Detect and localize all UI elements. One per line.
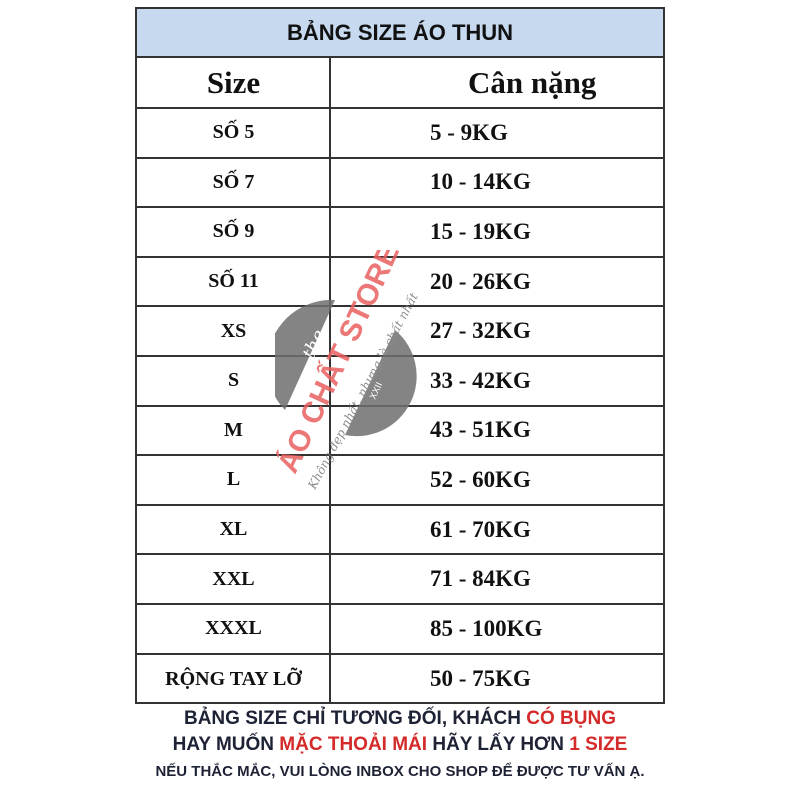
weight-cell: 27 - 32KG: [430, 318, 531, 344]
weight-cell: 50 - 75KG: [430, 666, 531, 692]
size-cell: XXXL: [205, 617, 262, 640]
table-row: XL 61 - 70KG: [137, 506, 663, 556]
weight-cell: 5 - 9KG: [430, 119, 508, 145]
column-header-weight: Cân nặng: [468, 64, 597, 100]
table-row: SỐ 5 5 - 9KG: [137, 109, 663, 159]
table-row: S 33 - 42KG: [137, 357, 663, 407]
size-cell: SỐ 7: [212, 170, 255, 193]
table-row: L 52 - 60KG: [137, 456, 663, 506]
note-highlight: 1 SIZE: [569, 734, 628, 755]
note-highlight: CÓ BỤNG: [526, 708, 617, 729]
note-text: HAY MUỐN: [172, 734, 280, 755]
weight-cell: 52 - 60KG: [430, 466, 531, 492]
table-title: BẢNG SIZE ÁO THUN: [137, 9, 663, 58]
note-line-2: HAY MUỐN MẶC THOẢI MÁI HÃY LẤY HƠN 1 SIZ…: [0, 734, 800, 756]
weight-cell: 43 - 51KG: [430, 417, 531, 443]
weight-cell: 20 - 26KG: [430, 268, 531, 294]
table-row: M 43 - 51KG: [137, 407, 663, 457]
column-divider: [329, 58, 331, 702]
size-cell: RỘNG TAY LỠ: [165, 667, 302, 690]
table-row: RỘNG TAY LỠ 50 - 75KG: [137, 655, 663, 705]
weight-cell: 10 - 14KG: [430, 169, 531, 195]
note-line-1: BẢNG SIZE CHỈ TƯƠNG ĐỐI, KHÁCH CÓ BỤNG: [0, 708, 800, 730]
table-row: SỐ 9 15 - 19KG: [137, 208, 663, 258]
note-highlight: MẶC THOẢI MÁI: [279, 734, 428, 755]
size-cell: XXL: [212, 567, 255, 590]
size-cell: XL: [219, 518, 248, 541]
weight-cell: 15 - 19KG: [430, 218, 531, 244]
size-cell: SỐ 9: [212, 220, 255, 243]
table-row: XS 27 - 32KG: [137, 307, 663, 357]
table-header-row: Size Cân nặng: [137, 58, 663, 109]
note-line-3: NẾU THẮC MẮC, VUI LÒNG INBOX CHO SHOP ĐỂ…: [155, 763, 645, 780]
table-row: SỐ 7 10 - 14KG: [137, 159, 663, 209]
note-text: HÃY LẤY HƠN: [427, 734, 570, 755]
weight-cell: 61 - 70KG: [430, 516, 531, 542]
table-row: SỐ 11 20 - 26KG: [137, 258, 663, 308]
size-cell: M: [224, 418, 243, 441]
size-cell: SỐ 5: [212, 121, 255, 144]
size-cell: S: [227, 369, 240, 392]
weight-cell: 71 - 84KG: [430, 566, 531, 592]
table-row: XXL 71 - 84KG: [137, 555, 663, 605]
size-cell: XS: [220, 319, 247, 342]
note-text: BẢNG SIZE CHỈ TƯƠNG ĐỐI, KHÁCH: [183, 708, 527, 729]
table-row: XXXL 85 - 100KG: [137, 605, 663, 655]
size-cell: SỐ 11: [208, 270, 259, 293]
size-table: BẢNG SIZE ÁO THUN Size Cân nặng SỐ 5 5 -…: [135, 7, 665, 704]
column-header-size: Size: [206, 64, 261, 100]
weight-cell: 33 - 42KG: [430, 367, 531, 393]
weight-cell: 85 - 100KG: [430, 615, 543, 641]
size-cell: L: [226, 468, 241, 491]
